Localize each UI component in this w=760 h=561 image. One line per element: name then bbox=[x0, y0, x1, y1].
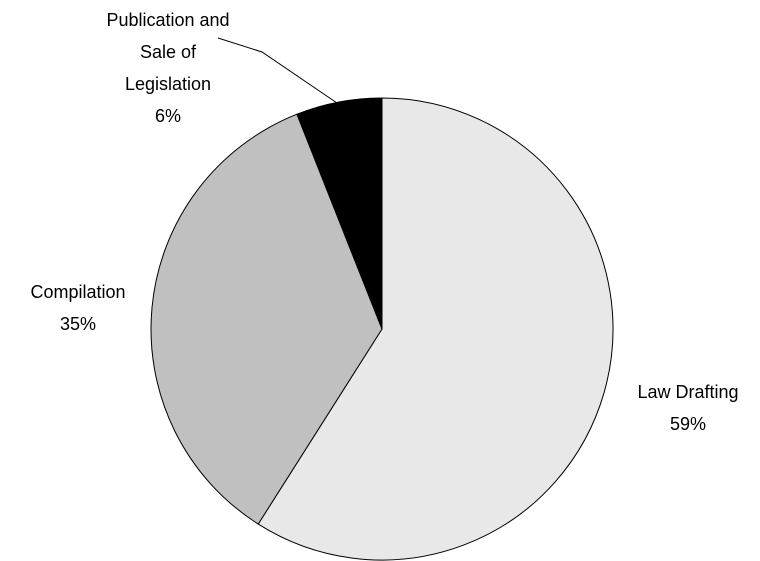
slice-value-label: 59% bbox=[669, 414, 707, 434]
slice-label: Law Drafting bbox=[637, 382, 739, 402]
slice-label: Publication and Sale of Legislation bbox=[106, 10, 230, 94]
leader-line bbox=[217, 37, 338, 104]
slice-value-label: 35% bbox=[59, 314, 97, 334]
pie-slice bbox=[150, 113, 383, 525]
slice-value-label: 6% bbox=[154, 106, 181, 126]
pie-slice bbox=[257, 97, 614, 561]
slice-label: Compilation bbox=[30, 282, 126, 302]
pie-slice bbox=[296, 97, 383, 330]
